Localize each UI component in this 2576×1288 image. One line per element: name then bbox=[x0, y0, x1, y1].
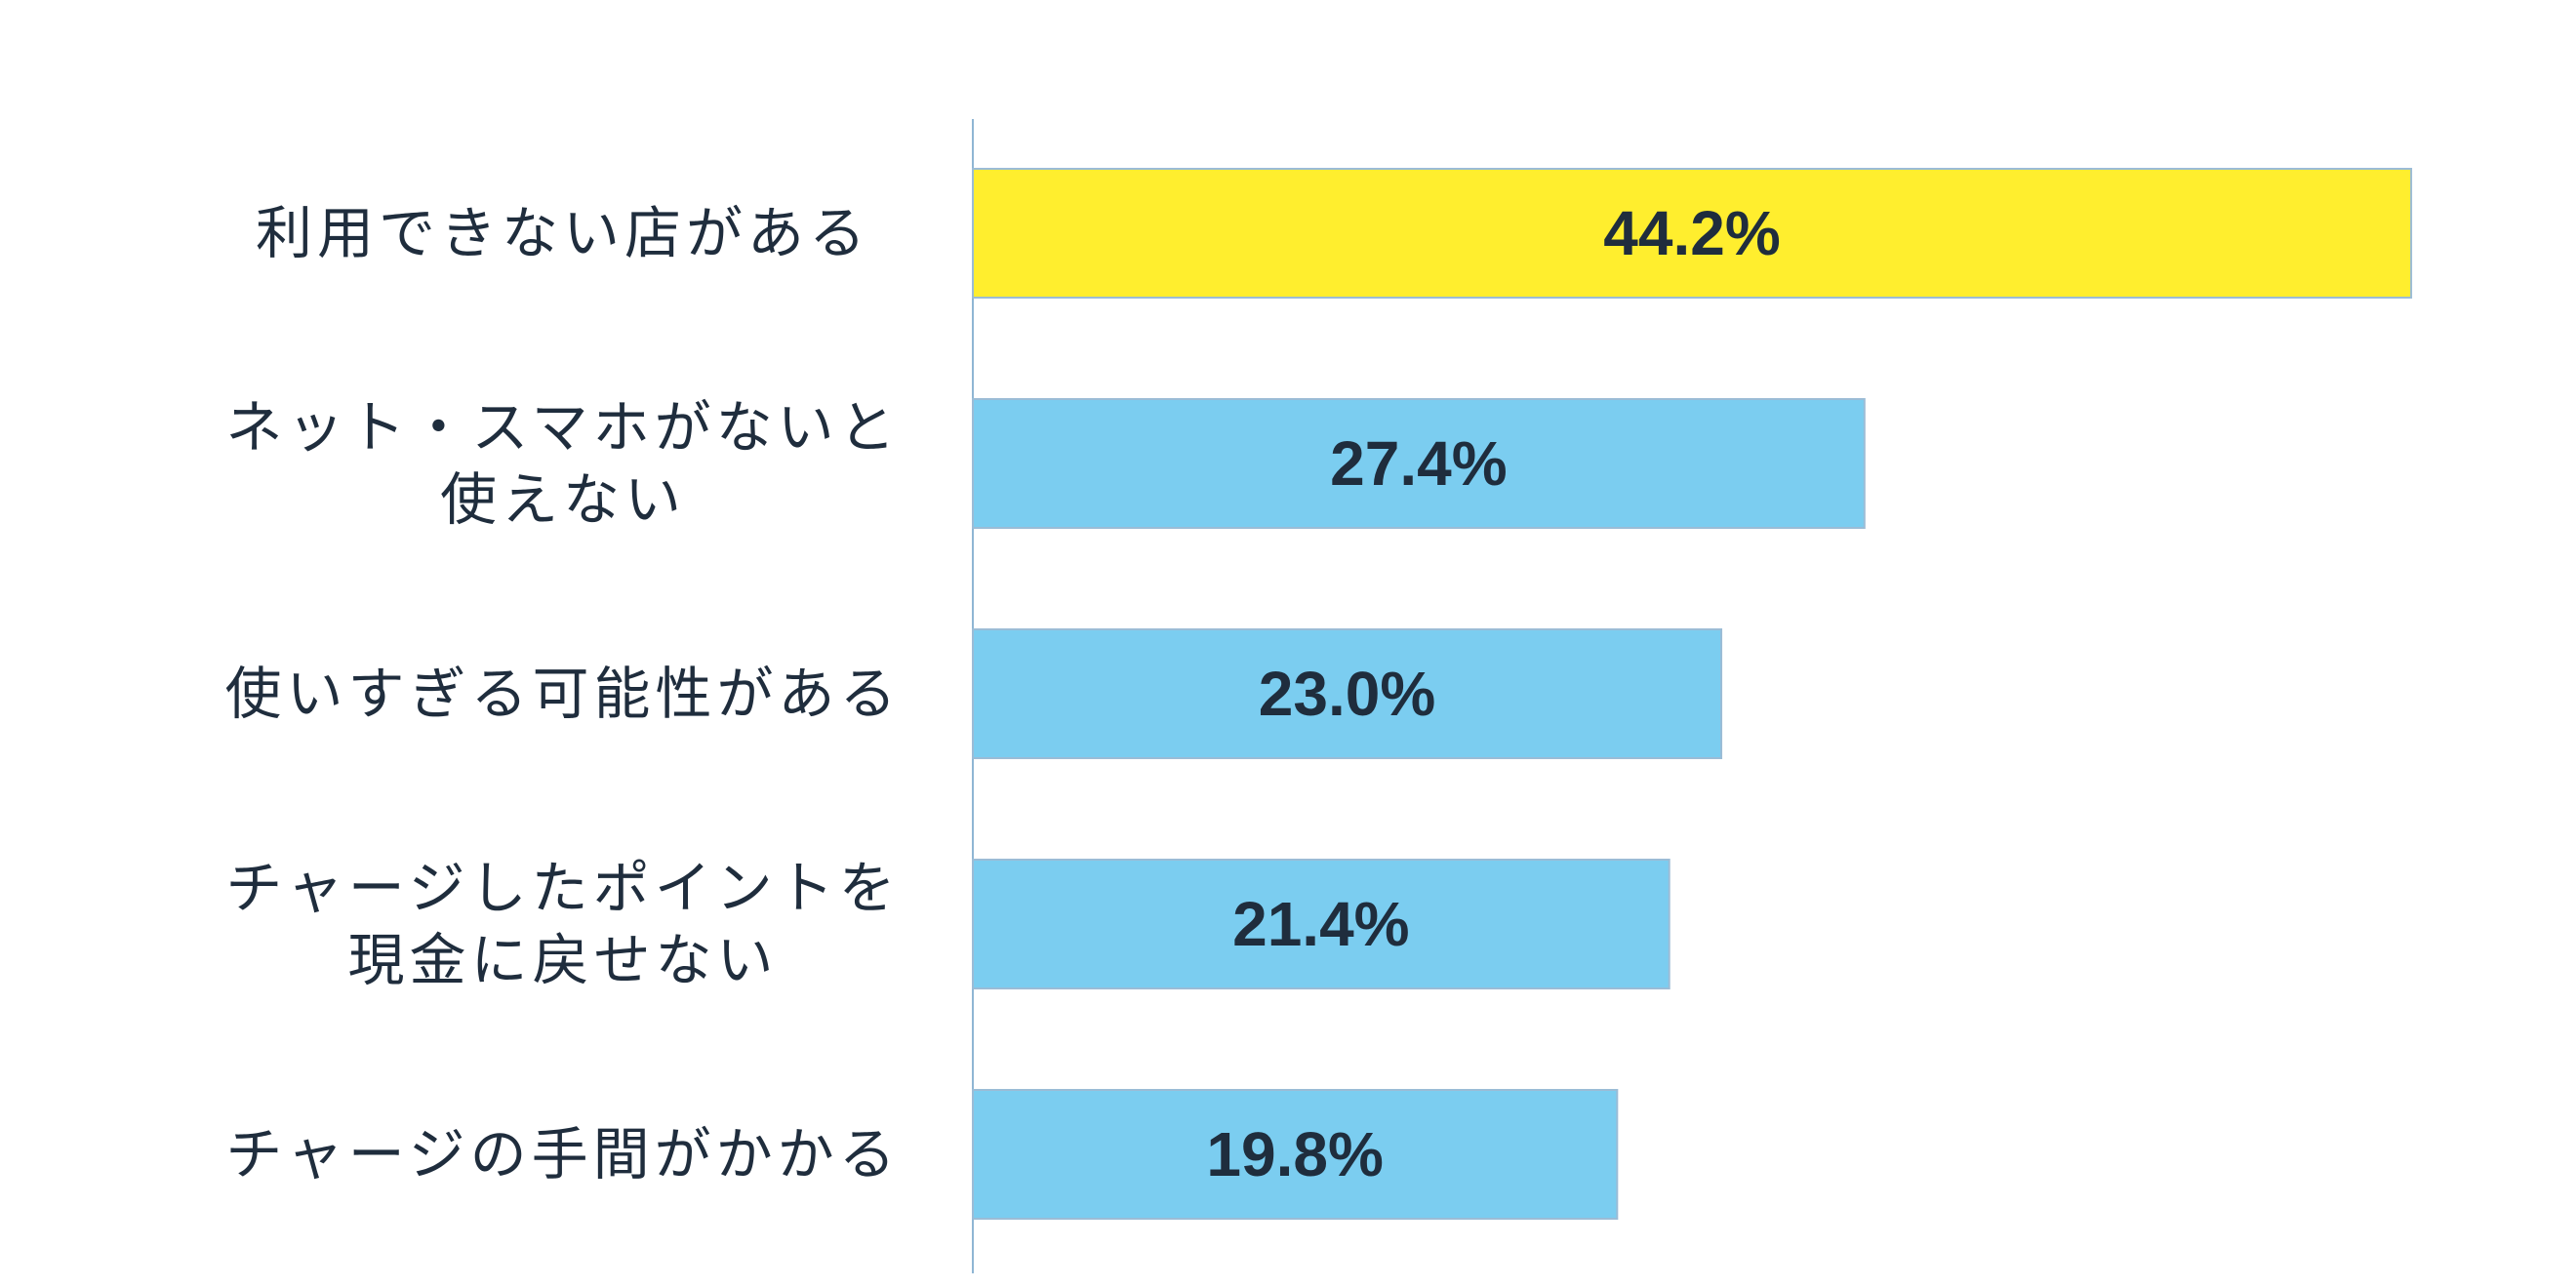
value-label-2: 23.0% bbox=[1259, 659, 1435, 729]
category-label-0-line-0: 利用できない店がある bbox=[256, 200, 870, 266]
value-labels-group: 44.2% 27.4% 23.0% 21.4% 19.8% bbox=[1206, 198, 1780, 1189]
bar-2 bbox=[972, 628, 1723, 759]
category-label-2-line-0: 使いすぎる可能性がある bbox=[224, 661, 901, 727]
bars-group bbox=[972, 168, 2413, 1220]
category-label-3: チャージしたポイントを現金に戻せない bbox=[225, 855, 900, 993]
category-label-1: ネット・スマホがないと使えない bbox=[225, 394, 900, 533]
category-label-1-line-0: ネット・スマホがないと bbox=[225, 394, 900, 461]
category-labels-group: 利用できない店があるネット・スマホがないと使えない使いすぎる可能性があるチャージ… bbox=[224, 200, 901, 1187]
category-label-4-line-0: チャージの手間がかかる bbox=[225, 1121, 900, 1187]
bar-3 bbox=[972, 859, 1670, 989]
bar-4 bbox=[972, 1089, 1619, 1220]
category-label-4: チャージの手間がかかる bbox=[225, 1121, 900, 1187]
category-label-0: 利用できない店がある bbox=[256, 200, 870, 266]
value-label-4: 19.8% bbox=[1206, 1119, 1383, 1189]
category-label-1-line-1: 使えない bbox=[440, 466, 686, 533]
bar-1 bbox=[972, 398, 1866, 529]
category-label-3-line-0: チャージしたポイントを bbox=[225, 855, 900, 921]
category-label-3-line-1: 現金に戻せない bbox=[347, 927, 778, 993]
value-label-3: 21.4% bbox=[1232, 889, 1409, 959]
category-label-2: 使いすぎる可能性がある bbox=[224, 661, 901, 727]
value-label-0: 44.2% bbox=[1603, 198, 1780, 268]
bar-0 bbox=[972, 168, 2413, 299]
value-label-1: 27.4% bbox=[1330, 428, 1507, 499]
